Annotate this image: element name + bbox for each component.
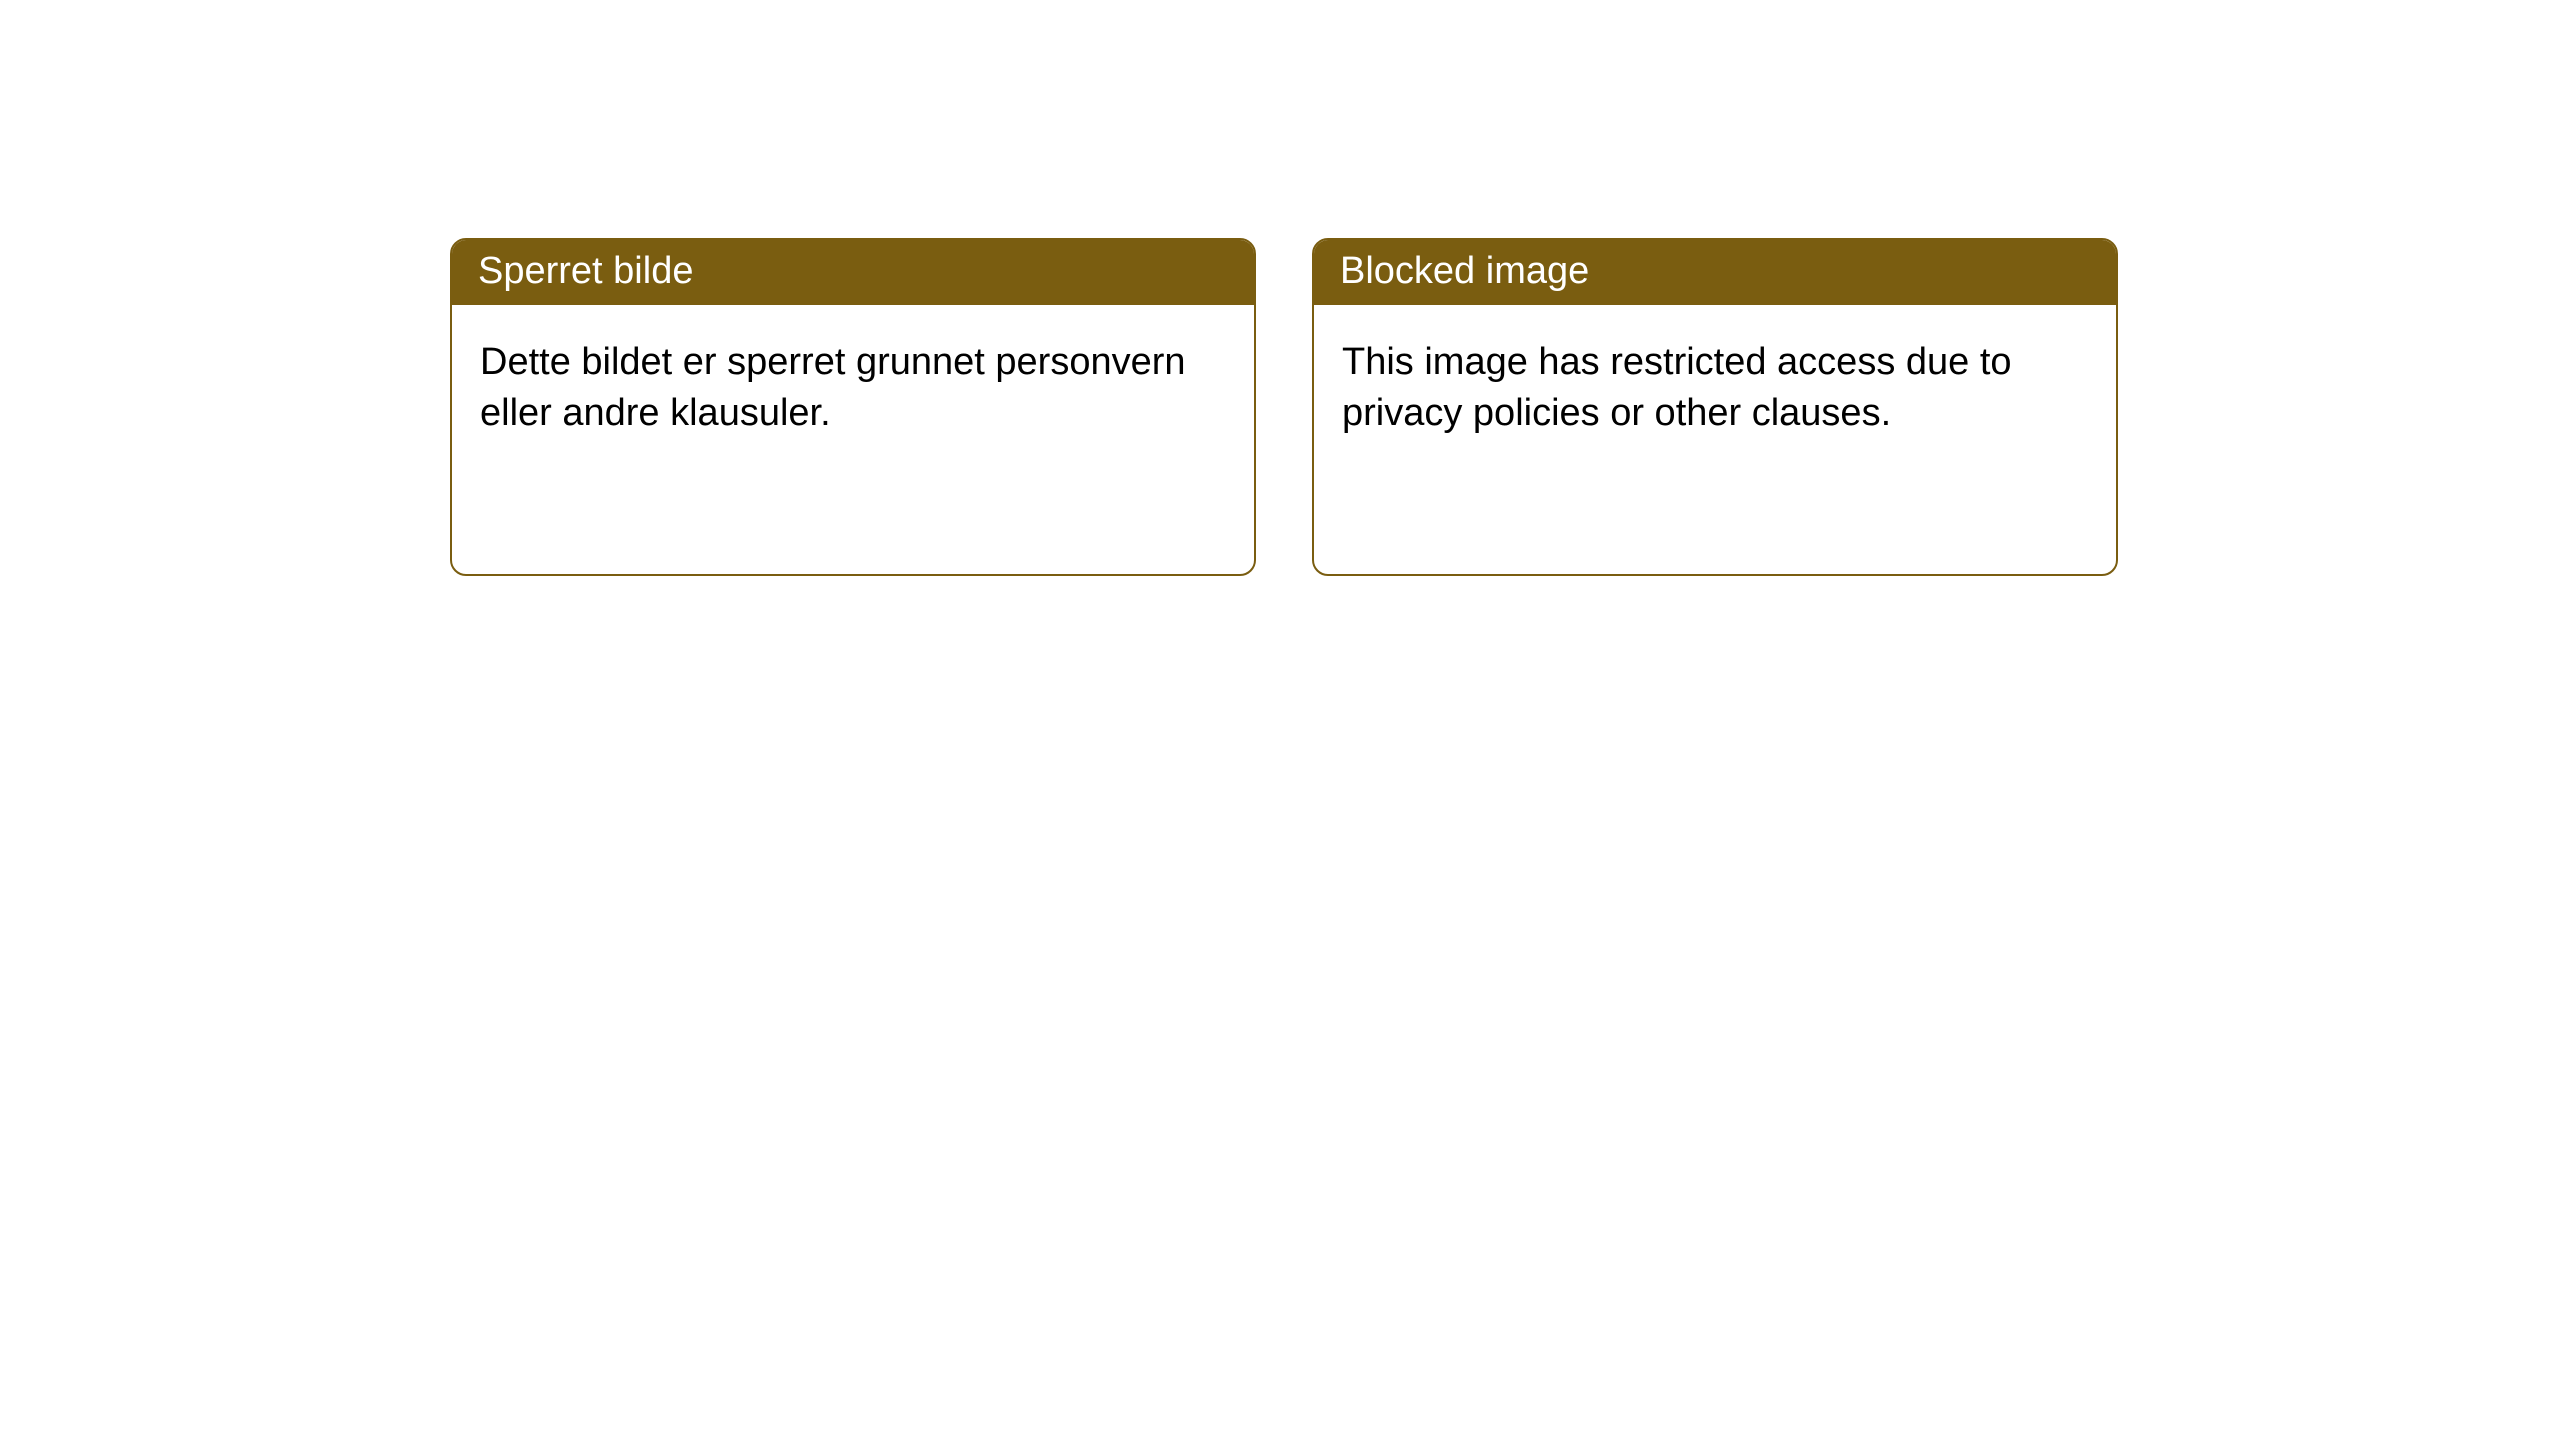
- notice-card-title-en: Blocked image: [1314, 240, 2116, 305]
- notice-card-title-no: Sperret bilde: [452, 240, 1254, 305]
- notice-card-en: Blocked image This image has restricted …: [1312, 238, 2118, 576]
- notice-card-no: Sperret bilde Dette bildet er sperret gr…: [450, 238, 1256, 576]
- notice-cards-container: Sperret bilde Dette bildet er sperret gr…: [0, 0, 2560, 576]
- notice-card-body-en: This image has restricted access due to …: [1314, 305, 2116, 468]
- notice-card-body-no: Dette bildet er sperret grunnet personve…: [452, 305, 1254, 468]
